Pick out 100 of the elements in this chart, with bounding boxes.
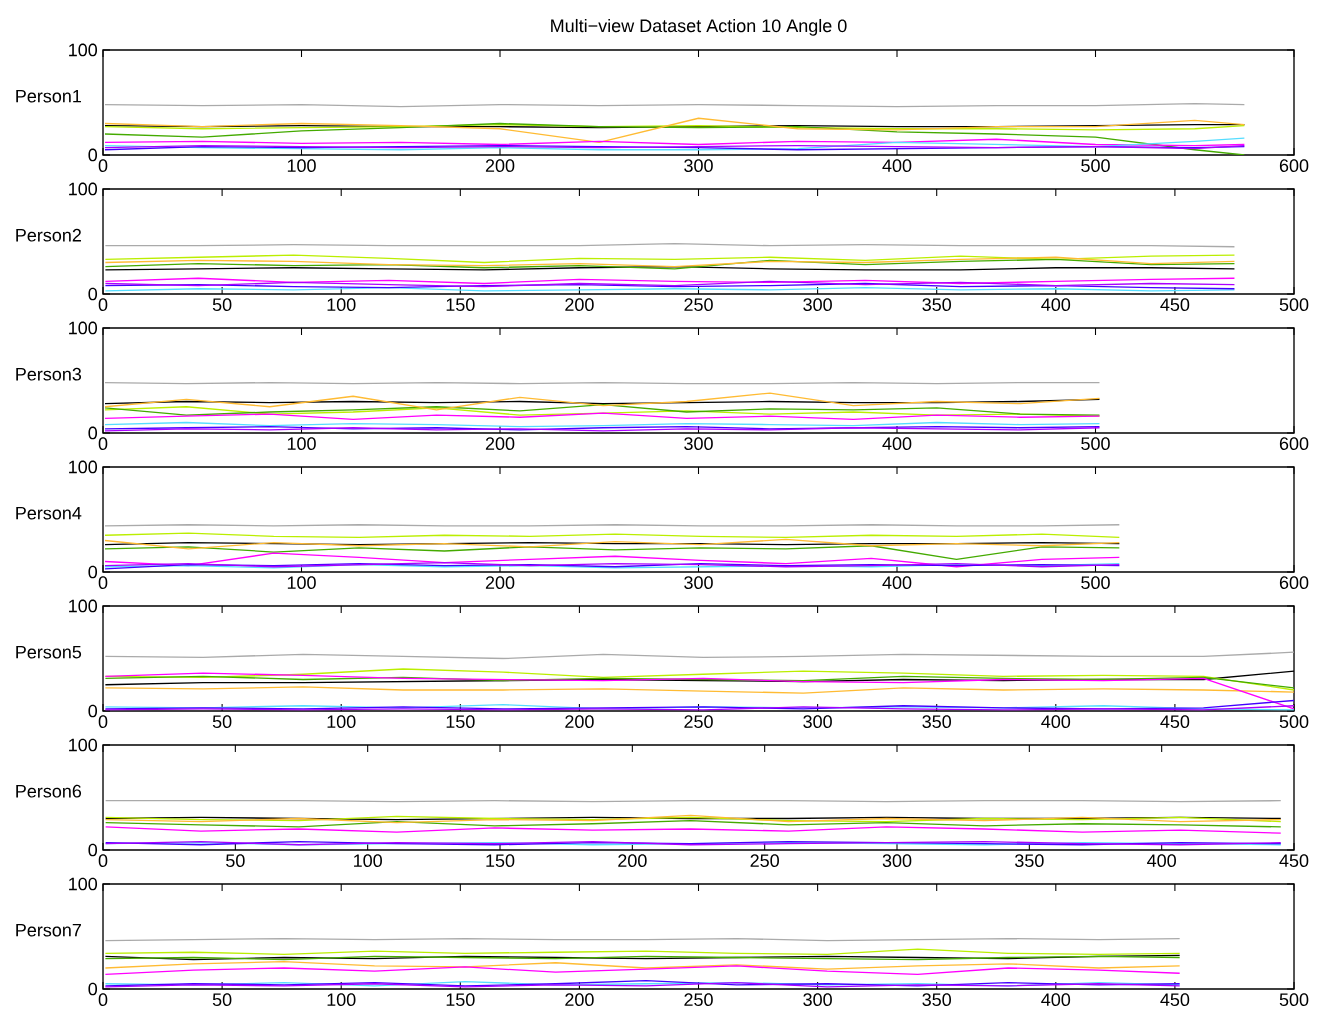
x-tick-label: 0 [98,437,108,450]
y-tick-label: 100 [69,738,98,752]
x-tick-label: 400 [882,576,912,589]
x-tick-label: 0 [98,576,108,589]
x-tick-label: 250 [750,854,779,867]
x-tick-label: 200 [485,437,515,450]
y-tick-label: 100 [69,877,98,891]
x-tick-label: 250 [684,298,713,311]
x-tick-label: 300 [684,576,713,589]
x-tick-label: 100 [287,159,316,172]
y-axis-title: Person4 [16,506,82,520]
line-series [104,412,1101,421]
y-tick-label: 0 [88,982,98,996]
x-tick-label: 500 [1279,298,1309,311]
x-tick-label: 300 [684,437,713,450]
x-tick-label: 100 [327,993,356,1006]
x-tick-label: 450 [1279,854,1309,867]
line-series [104,826,1282,834]
line-series [104,819,1282,828]
x-tick-label: 0 [98,715,108,728]
line-series [104,254,1236,264]
x-tick-label: 450 [1160,993,1190,1006]
y-axis-title: Person2 [16,228,81,242]
x-tick-label: 150 [446,993,475,1006]
y-tick-label: 100 [69,460,98,474]
x-tick-label: 200 [565,715,594,728]
x-tick-label: 150 [486,854,515,867]
y-tick-label: 0 [88,565,98,579]
x-tick-label: 50 [212,993,232,1006]
x-tick-label: 50 [212,715,232,728]
y-tick-label: 100 [69,43,98,57]
line-series [104,965,1181,975]
y-axis-title: Person6 [16,784,82,798]
y-tick-label: 0 [88,426,98,440]
x-tick-label: 600 [1279,437,1309,450]
x-tick-label: 600 [1279,576,1309,589]
x-tick-label: 500 [1081,159,1110,172]
y-axis-title: Person1 [16,89,81,103]
x-tick-label: 300 [882,854,912,867]
line-series [104,392,1101,411]
x-tick-label: 250 [684,715,713,728]
x-tick-label: 350 [922,298,952,311]
x-tick-label: 100 [287,437,316,450]
x-tick-label: 0 [98,993,108,1006]
y-tick-label: 100 [69,321,98,335]
x-tick-label: 0 [98,298,108,311]
x-tick-label: 300 [803,715,832,728]
x-tick-label: 350 [922,993,952,1006]
x-tick-label: 350 [1015,854,1044,867]
y-tick-label: 0 [88,148,98,162]
y-tick-label: 0 [88,843,98,857]
x-tick-label: 200 [618,854,647,867]
x-tick-label: 500 [1279,993,1309,1006]
x-tick-label: 500 [1081,576,1110,589]
x-tick-label: 250 [684,993,713,1006]
x-tick-label: 450 [1160,715,1190,728]
y-tick-label: 0 [88,287,98,301]
x-tick-label: 500 [1279,715,1309,728]
line-series [104,122,1246,155]
x-tick-label: 100 [327,715,356,728]
x-tick-label: 400 [1147,854,1176,867]
x-tick-label: 350 [922,715,952,728]
x-tick-label: 100 [354,854,382,867]
y-axis-title: Person3 [16,367,82,381]
x-tick-label: 150 [446,298,475,311]
line-series [104,138,1246,147]
x-tick-label: 200 [565,993,594,1006]
y-axis-title: Person5 [16,645,82,659]
x-tick-label: 600 [1279,159,1309,172]
line-series [104,552,1120,568]
line-series [104,545,1120,561]
line-series [104,686,1295,694]
x-tick-label: 400 [1041,715,1071,728]
x-tick-label: 0 [98,854,108,867]
x-tick-label: 300 [684,159,713,172]
x-tick-label: 400 [1041,993,1071,1006]
x-tick-label: 450 [1160,298,1190,311]
x-tick-label: 400 [882,437,912,450]
x-tick-label: 500 [1081,437,1110,450]
x-tick-label: 400 [1041,298,1071,311]
x-tick-label: 200 [485,576,515,589]
x-tick-label: 400 [882,159,912,172]
x-tick-label: 200 [565,298,594,311]
y-tick-label: 100 [69,182,98,196]
chart-title: Multi−view Dataset Action 10 Angle 0 [551,18,847,36]
x-tick-label: 50 [226,854,245,867]
line-series [104,961,1181,970]
x-tick-label: 300 [803,298,832,311]
x-tick-label: 50 [212,298,232,311]
y-tick-label: 100 [69,599,98,613]
x-tick-label: 300 [803,993,832,1006]
y-tick-label: 0 [88,704,98,718]
x-tick-label: 100 [287,576,316,589]
x-tick-label: 150 [446,715,475,728]
x-tick-label: 200 [485,159,515,172]
x-tick-label: 100 [327,298,356,311]
y-axis-title: Person7 [16,923,81,937]
line-series [104,538,1120,550]
line-series [104,117,1246,144]
x-tick-label: 0 [98,159,108,172]
